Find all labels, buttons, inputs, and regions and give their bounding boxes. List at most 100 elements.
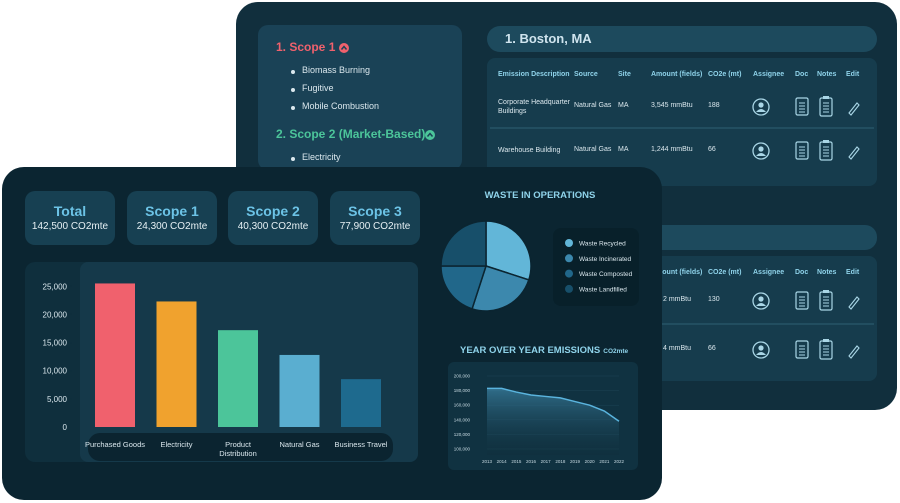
y-tick-label: 100,000 [454,447,471,452]
column-header: Edit [846,71,860,78]
chart-title: YEAR OVER YEAR EMISSIONS CO2mte [460,345,629,356]
column-header: Amount (fields) [651,71,703,78]
title-text: YEAR OVER YEAR EMISSIONS [460,345,600,356]
y-tick-label: 25,000 [43,282,68,291]
column-header: Doc [795,71,809,78]
x-tick-label: 2017 [541,459,552,464]
assignee-icon [752,292,770,310]
collapse-arrow [340,45,348,50]
bar [341,379,381,427]
assignee-body [756,109,766,112]
pie-slice [440,220,487,267]
edit-icon [848,296,860,310]
x-tick-label: 2019 [570,459,581,464]
x-tick-label: 2021 [599,459,610,464]
table-cell: 1,244 mmBtu [651,146,693,153]
x-tick-label: 2020 [585,459,596,464]
bar [279,354,320,427]
edit-icon [848,345,860,359]
y-tick-label: 140,000 [454,417,471,422]
pie-slice [471,265,530,312]
y-tick-label: 0 [63,423,68,432]
assignee-body [756,303,766,306]
column-header: Edit [846,269,860,276]
y-tick-label: 160,000 [454,403,471,408]
collapse-icon [339,43,349,53]
column-header: Doc [795,269,809,276]
card-value: 77,900 CO2mte [339,221,411,232]
bullet [291,157,295,161]
summary-card [228,191,318,245]
edit-icon [848,102,860,116]
doc-icon [795,97,809,116]
location-table [487,58,877,186]
x-tick-label: 2015 [511,459,522,464]
column-header: Site [618,71,631,78]
notes-clip [823,140,829,143]
assignee-head [758,146,764,152]
column-header: Assignee [753,71,785,78]
card-value: 40,300 CO2mte [237,221,309,232]
table-cell: Natural Gas [574,146,612,153]
bar [95,283,135,427]
table-cell: 188 [708,102,720,109]
legend-label: Waste Landfilled [579,286,627,293]
x-tick-label: 2014 [497,459,508,464]
column-header: Notes [817,71,837,78]
location-header [487,26,877,52]
x-tick-label: 2018 [555,459,566,464]
column-header: Emission Description [498,71,570,78]
x-tick-label: 2016 [526,459,537,464]
doc-icon [795,141,809,160]
pie-legend-box [553,228,639,306]
table-cell: MA [618,102,629,109]
card-title: Scope 2 [246,203,300,219]
assignee-head [758,345,764,351]
x-tick-label: Electricity [160,440,193,449]
assignee-icon [752,142,770,160]
card-value: 24,300 CO2mte [136,221,208,232]
scope-item: Fugitive [302,83,334,93]
assignee-icon [752,98,770,116]
scope-card [258,25,462,170]
y-tick-label: 200,000 [454,374,471,379]
bar [218,330,258,427]
x-tick-label: Business Travel [334,440,388,449]
y-tick-label: 180,000 [454,388,471,393]
pie-slice [485,220,532,281]
table-cell: Natural Gas [574,102,612,109]
legend-label: Waste Composted [579,271,633,278]
bar [156,301,197,427]
table-cell: Corporate Headquarter Buildings [498,99,570,115]
scope-title: 1. Scope 1 [276,40,336,54]
scope-item: Mobile Combustion [302,101,380,111]
table-cell: 4 mmBtu [663,345,692,352]
location-title: 1. Boston, MA [505,31,592,46]
summary-card [330,191,420,245]
collapse-arrow [426,132,434,137]
scope-title: 2. Scope 2 (Market-Based) [276,127,426,141]
card-title: Total [53,203,87,219]
legend-label: Waste Incinerated [579,256,632,263]
table-cell: 66 [708,345,716,352]
x-tick-label: Natural Gas [279,440,320,449]
x-tick-label: 2022 [614,459,625,464]
assignee-body [756,153,766,156]
legend-swatch [565,269,573,278]
x-tick-label: Purchased Goods [84,440,146,449]
chart-title: WASTE IN OPERATIONS [484,190,596,201]
column-header: CO2e (mt) [708,71,742,78]
collapse-icon [425,130,435,140]
table-cell: 130 [708,296,720,303]
notes-clip [823,339,829,342]
bullet [291,70,295,74]
assignee-body [756,352,766,355]
column-header: Amount (fields) [651,269,703,276]
y-tick-label: 20,000 [43,310,68,319]
scope-item: Electricity [302,152,341,162]
table-cell: 66 [708,146,716,153]
bullet [291,88,295,92]
